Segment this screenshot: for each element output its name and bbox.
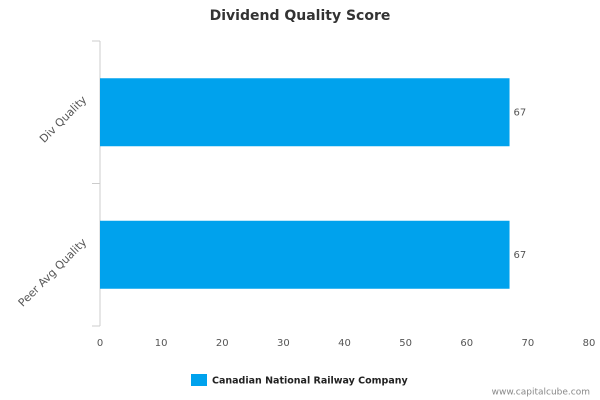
x-tick-label: 70 bbox=[522, 338, 535, 349]
value-label: 67 bbox=[514, 250, 527, 261]
x-tick-label: 80 bbox=[583, 338, 596, 349]
credit: www.capitalcube.com bbox=[492, 388, 590, 398]
x-tick-label: 50 bbox=[399, 338, 412, 349]
x-tick-label: 30 bbox=[277, 338, 290, 349]
legend-swatch bbox=[191, 374, 207, 386]
x-tick-label: 20 bbox=[216, 338, 229, 349]
x-tick-label: 40 bbox=[338, 338, 351, 349]
x-tick-label: 0 bbox=[97, 338, 103, 349]
bar bbox=[100, 78, 510, 147]
bar bbox=[100, 220, 510, 289]
x-tick-label: 60 bbox=[460, 338, 473, 349]
legend-label: Canadian National Railway Company bbox=[212, 376, 409, 387]
x-tick-label: 10 bbox=[155, 338, 168, 349]
chart-title: Dividend Quality Score bbox=[210, 8, 391, 24]
value-label: 67 bbox=[514, 107, 527, 118]
category-label: Peer Avg Quality bbox=[16, 235, 90, 309]
category-label: Div Quality bbox=[37, 93, 90, 146]
